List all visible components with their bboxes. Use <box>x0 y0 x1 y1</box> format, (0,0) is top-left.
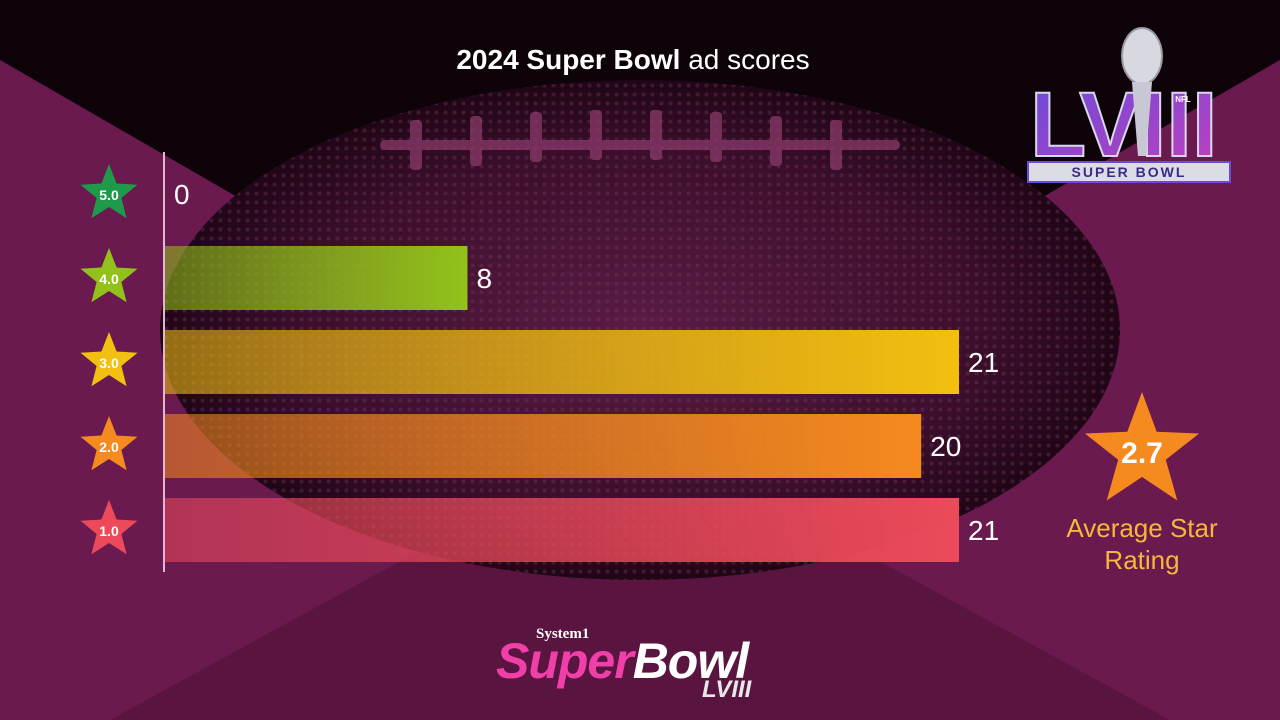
average-value: 2.7 <box>1121 437 1163 470</box>
lombardi-trophy-icon <box>1121 27 1163 85</box>
bar-1.0 <box>165 498 959 562</box>
system1-super-bowl-brand: System1 SuperBowl LVIII <box>496 626 796 706</box>
category-label-4.0: 4.0 <box>99 271 119 287</box>
category-label-2.0: 2.0 <box>99 439 119 455</box>
bar-value-1.0: 21 <box>968 515 999 546</box>
brand-edition: LVIII <box>702 676 752 703</box>
brand-company: System1 <box>536 626 590 642</box>
category-label-3.0: 3.0 <box>99 355 119 371</box>
star-icon-2.0 <box>80 416 138 471</box>
bar-value-5.0: 0 <box>174 179 190 210</box>
bar-2.0 <box>165 414 922 478</box>
bars: 0 8 21 20 21 <box>165 179 999 562</box>
star-icon-3.0 <box>80 332 138 387</box>
brand-event-b: Bowl <box>632 633 749 689</box>
bar-value-4.0: 8 <box>476 263 492 294</box>
chart-title-bold: 2024 Super Bowl <box>456 44 681 75</box>
brand-event: SuperBowl <box>496 632 749 690</box>
bar-4.0 <box>165 246 468 310</box>
star-icon-1.0 <box>80 500 138 555</box>
logo-caption: SUPER BOWL <box>1072 164 1187 180</box>
category-label-5.0: 5.0 <box>99 187 119 203</box>
bar-value-3.0: 21 <box>968 347 999 378</box>
star-icon-5.0 <box>80 164 138 219</box>
bar-value-2.0: 20 <box>930 431 961 462</box>
bar-3.0 <box>165 330 959 394</box>
average-star-icon <box>1084 392 1200 501</box>
logo-numeral: LVIII <box>1030 74 1217 176</box>
star-labels: 5.0 4.0 3.0 2.0 1.0 <box>80 164 138 555</box>
chart-title: 2024 Super Bowl ad scores <box>0 44 1266 76</box>
star-icon-4.0 <box>80 248 138 303</box>
category-label-1.0: 1.0 <box>99 523 119 539</box>
logo-league: NFL <box>1175 95 1191 104</box>
average-label-line2: Rating <box>1104 545 1180 575</box>
average-label-line1: Average Star <box>1066 513 1218 543</box>
football-laces <box>380 110 900 170</box>
brand-event-a: Super <box>496 633 634 689</box>
super-bowl-lviii-logo: LVIII SUPER BOWL NFL <box>1027 27 1231 183</box>
chart-title-rest: ad scores <box>680 44 810 75</box>
average-label: Average Star Rating <box>1042 512 1242 576</box>
average-star: 2.7 <box>1084 392 1200 501</box>
